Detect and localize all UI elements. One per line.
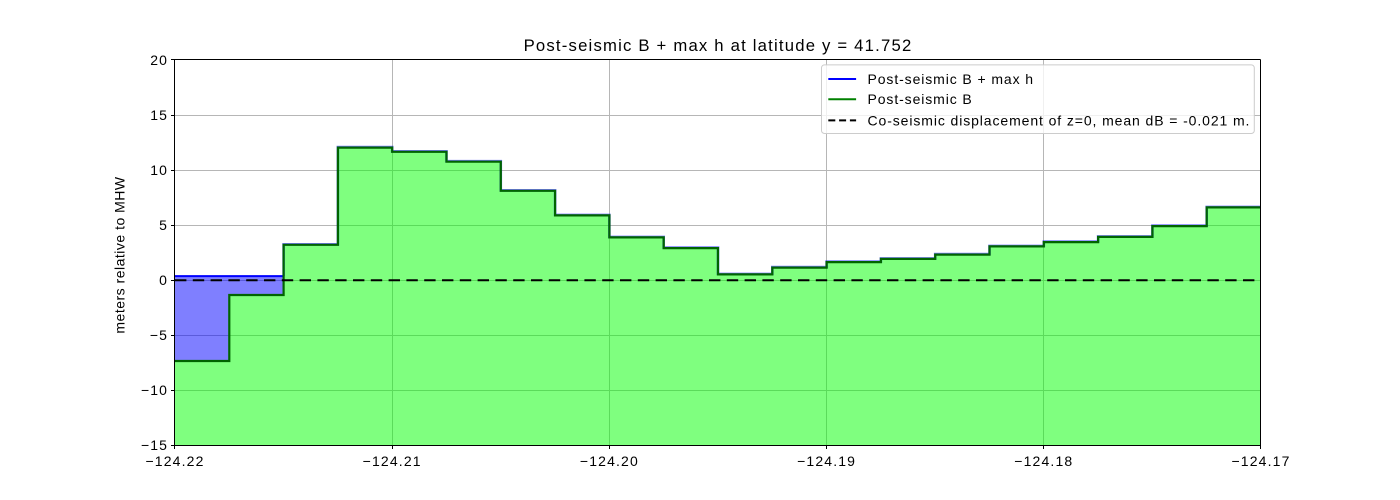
svg-text:−124.21: −124.21 (363, 453, 422, 469)
svg-text:Co-seismic displacement of z=0: Co-seismic displacement of z=0, mean dB … (868, 112, 1251, 128)
svg-text:5: 5 (159, 217, 168, 233)
svg-text:−124.18: −124.18 (1014, 453, 1073, 469)
svg-text:20: 20 (150, 52, 168, 68)
svg-text:−124.17: −124.17 (1231, 453, 1290, 469)
svg-text:15: 15 (150, 107, 168, 123)
svg-text:−124.19: −124.19 (797, 453, 856, 469)
svg-text:0: 0 (159, 272, 168, 288)
svg-text:Post-seismic B: Post-seismic B (868, 91, 973, 107)
svg-text:10: 10 (150, 162, 168, 178)
svg-text:−15: −15 (141, 437, 168, 453)
svg-text:−124.20: −124.20 (580, 453, 639, 469)
svg-text:Post-seismic B + max h at lati: Post-seismic B + max h at latitude y = 4… (524, 36, 913, 55)
svg-text:−5: −5 (150, 327, 168, 343)
svg-text:−10: −10 (141, 382, 168, 398)
svg-text:Post-seismic B + max h: Post-seismic B + max h (868, 71, 1034, 87)
svg-text:meters relative to MHW: meters relative to MHW (112, 176, 128, 334)
svg-text:−124.22: −124.22 (145, 453, 204, 469)
